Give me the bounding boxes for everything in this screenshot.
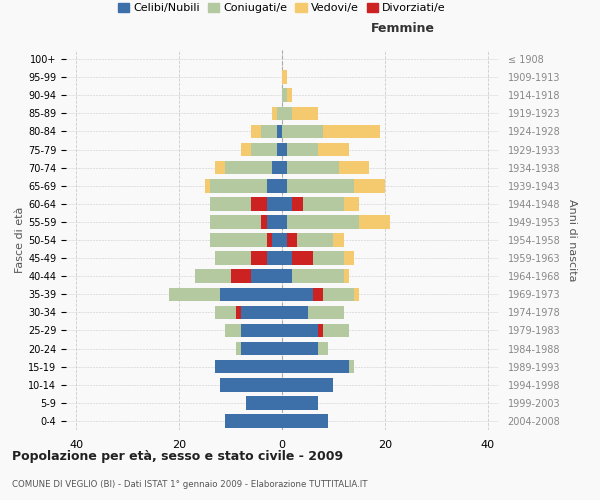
Bar [334,233,344,247]
Bar [220,288,282,301]
Bar [318,324,349,338]
Bar [210,233,272,247]
Bar [215,252,266,265]
Bar [251,270,282,283]
Bar [251,252,266,265]
Bar [282,414,328,428]
Bar [308,306,344,319]
Bar [318,142,349,156]
Bar [282,288,313,301]
Bar [287,233,298,247]
Bar [287,215,359,228]
Bar [210,197,266,210]
Bar [282,233,287,247]
Bar [272,161,282,174]
Bar [282,378,334,392]
Bar [359,215,390,228]
Bar [277,106,282,120]
Y-axis label: Anni di nascita: Anni di nascita [567,198,577,281]
Bar [313,288,354,301]
Bar [282,197,292,210]
Bar [292,197,302,210]
Bar [344,197,359,210]
Bar [338,161,370,174]
Bar [226,161,272,174]
Bar [282,342,318,355]
Bar [282,306,308,319]
Bar [282,161,287,174]
Bar [236,306,241,319]
Bar [287,161,338,174]
Bar [272,106,277,120]
Bar [282,179,287,192]
Bar [266,179,282,192]
Bar [246,396,282,409]
Bar [262,124,277,138]
Bar [282,70,287,84]
Bar [287,88,292,102]
Bar [282,215,287,228]
Bar [251,124,262,138]
Bar [354,288,359,301]
Bar [344,252,354,265]
Bar [292,197,344,210]
Bar [354,179,385,192]
Bar [194,270,251,283]
Bar [169,288,220,301]
Bar [205,179,210,192]
Bar [251,142,277,156]
Y-axis label: Fasce di età: Fasce di età [15,207,25,273]
Bar [241,306,282,319]
Bar [215,360,282,374]
Bar [292,252,313,265]
Bar [323,124,380,138]
Bar [277,124,282,138]
Bar [313,288,323,301]
Bar [226,324,241,338]
Bar [292,106,318,120]
Bar [266,215,282,228]
Bar [262,215,266,228]
Legend: Celibi/Nubili, Coniugati/e, Vedovi/e, Divorziati/e: Celibi/Nubili, Coniugati/e, Vedovi/e, Di… [114,0,450,18]
Bar [287,179,354,192]
Text: Popolazione per età, sesso e stato civile - 2009: Popolazione per età, sesso e stato civil… [12,450,343,463]
Bar [230,270,251,283]
Bar [226,414,282,428]
Bar [282,396,318,409]
Bar [292,270,344,283]
Bar [236,342,241,355]
Bar [266,252,282,265]
Bar [282,142,287,156]
Bar [277,142,282,156]
Bar [282,106,292,120]
Bar [220,378,282,392]
Bar [241,324,282,338]
Bar [282,124,323,138]
Bar [215,161,226,174]
Bar [241,342,282,355]
Bar [282,88,287,102]
Bar [266,233,272,247]
Bar [282,360,349,374]
Bar [266,197,282,210]
Bar [349,360,354,374]
Bar [318,324,323,338]
Bar [287,233,334,247]
Bar [344,270,349,283]
Bar [251,197,266,210]
Bar [215,306,241,319]
Bar [241,142,251,156]
Bar [272,233,282,247]
Bar [318,342,328,355]
Bar [282,324,318,338]
Text: COMUNE DI VEGLIO (BI) - Dati ISTAT 1° gennaio 2009 - Elaborazione TUTTITALIA.IT: COMUNE DI VEGLIO (BI) - Dati ISTAT 1° ge… [12,480,367,489]
Bar [292,252,344,265]
Bar [282,252,292,265]
Bar [210,179,266,192]
Text: Femmine: Femmine [371,22,435,35]
Bar [287,142,318,156]
Bar [210,215,266,228]
Bar [282,270,292,283]
